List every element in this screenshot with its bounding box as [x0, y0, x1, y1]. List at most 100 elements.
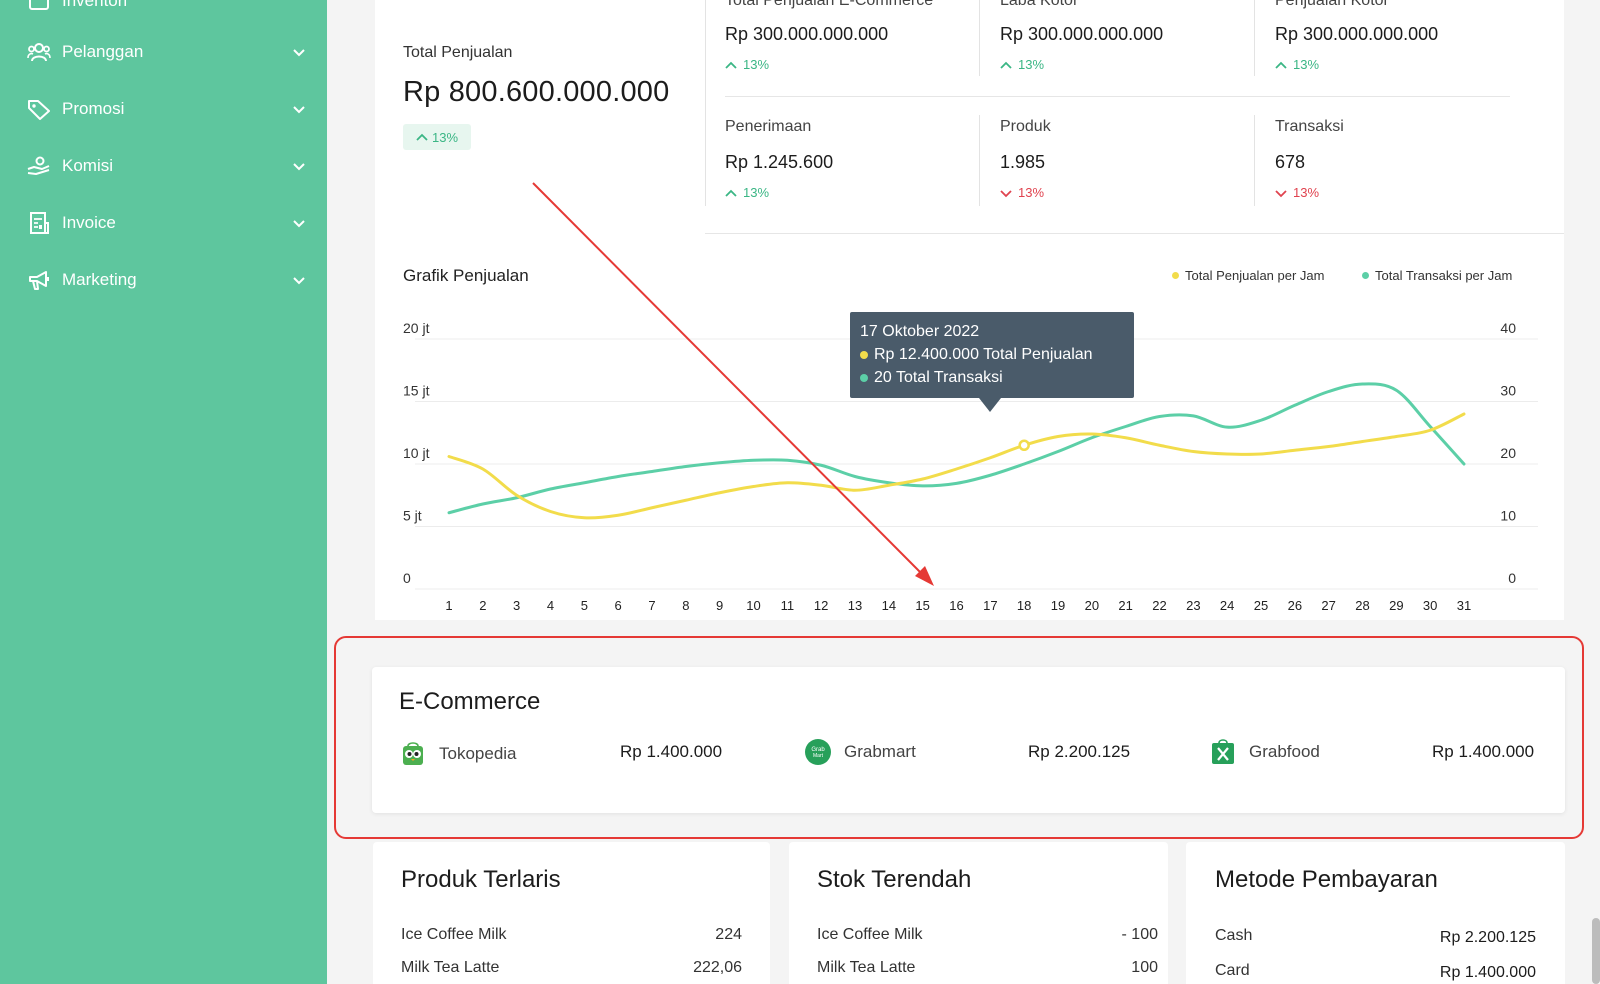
x-tick-label: 3 [513, 598, 520, 613]
produk-terlaris-title: Produk Terlaris [401, 866, 561, 893]
product-name: Milk Tea Latte [401, 959, 500, 976]
x-tick-label: 14 [882, 598, 896, 613]
product-value: 224 [715, 926, 742, 943]
stat-penerimaan: Penerimaan Rp 1.245.600 13% [725, 118, 985, 200]
x-tick-label: 1 [445, 598, 452, 613]
stock-value: 100 [1131, 959, 1158, 976]
scrollbar-thumb[interactable] [1592, 918, 1600, 984]
highlight-outline [334, 636, 1584, 839]
stat-delta: 13% [1275, 185, 1535, 200]
arrow-down-icon [1000, 189, 1012, 197]
product-name: Ice Coffee Milk [401, 926, 507, 943]
arrow-up-icon [1000, 61, 1012, 69]
chevron-down-icon [293, 277, 305, 285]
tag-icon [26, 97, 52, 121]
legend-item-penjualan[interactable]: Total Penjualan per Jam [1172, 268, 1324, 283]
stok-terendah-title: Stok Terendah [817, 866, 972, 893]
x-tick-label: 17 [983, 598, 997, 613]
legend-label: Total Penjualan per Jam [1185, 268, 1325, 283]
x-tick-label: 30 [1423, 598, 1437, 613]
x-tick-label: 16 [949, 598, 963, 613]
stat-label: Produk [1000, 118, 1051, 135]
x-tick-label: 8 [682, 598, 689, 613]
sidebar-item-label: Invoice [62, 213, 116, 232]
x-tick-label: 18 [1017, 598, 1031, 613]
delta-value: 13% [1018, 185, 1045, 200]
sidebar-item-pelanggan[interactable]: Pelanggan [26, 37, 306, 67]
stat-label: Penjualan Kotor [1275, 0, 1389, 9]
sidebar-item-invoice[interactable]: Invoice [26, 208, 306, 238]
ecommerce-name: Tokopedia [439, 744, 517, 763]
x-tick-label: 13 [848, 598, 862, 613]
ecommerce-value: Rp 1.400.000 [620, 742, 723, 761]
box-icon [26, 0, 52, 13]
series-line-transaksi [447, 382, 1466, 515]
chart-title: Grafik Penjualan [403, 266, 529, 285]
stat-value: 678 [1275, 152, 1306, 172]
product-value: 222,06 [693, 959, 742, 976]
series-line-penjualan [447, 412, 1466, 520]
tooltip-dot [860, 373, 868, 382]
arrow-up-icon [725, 61, 737, 69]
ecommerce-item-grabmart[interactable]: Grab Mart Grabmart [804, 738, 916, 766]
divider [979, 115, 980, 206]
stat-delta: 13% [1000, 57, 1260, 72]
stat-label: Laba Kotor [1000, 0, 1079, 9]
x-tick-label: 23 [1186, 598, 1200, 613]
document-icon [26, 211, 52, 235]
sidebar-item-promosi[interactable]: Promosi [26, 94, 306, 124]
y-tick-label-right: 10 [1500, 508, 1516, 524]
x-tick-label: 31 [1457, 598, 1471, 613]
stat-delta: 13% [1000, 185, 1260, 200]
x-tick-label: 21 [1118, 598, 1132, 613]
delta-value: 13% [1293, 57, 1320, 72]
x-tick-label: 15 [915, 598, 929, 613]
total-penjualan-delta-badge: 13% [403, 124, 471, 150]
stat-delta: 13% [1275, 57, 1535, 72]
stat-label: Total Penjualan E-Commerce [725, 0, 934, 9]
sidebar-item-inventori[interactable]: Inventori [26, 0, 306, 16]
arrow-down-icon [1275, 189, 1287, 197]
ecommerce-item-grabfood[interactable]: Grabfood [1209, 738, 1320, 766]
sidebar-item-komisi[interactable]: Komisi [26, 151, 306, 181]
legend-item-transaksi[interactable]: Total Transaksi per Jam [1362, 268, 1512, 283]
ecommerce-value: Rp 2.200.125 [1028, 742, 1131, 761]
sidebar-item-label: Komisi [62, 156, 114, 175]
svg-text:Grab: Grab [811, 747, 825, 753]
chevron-down-icon [293, 220, 305, 228]
stat-value: Rp 300.000.000.000 [725, 24, 889, 44]
grabfood-logo-icon [1212, 739, 1234, 764]
x-tick-label: 9 [716, 598, 723, 613]
arrow-up-icon [416, 133, 428, 141]
grabmart-logo-icon: Grab Mart [805, 739, 831, 765]
payment-method: Card [1215, 962, 1250, 979]
ecommerce-item-tokopedia[interactable]: Tokopedia [399, 740, 517, 768]
product-name: Ice Coffee Milk [817, 926, 923, 943]
x-tick-label: 27 [1321, 598, 1335, 613]
y-tick-label-left: 0 [403, 570, 411, 586]
hand-coin-icon [26, 154, 52, 178]
x-tick-label: 10 [746, 598, 760, 613]
x-tick-label: 6 [615, 598, 622, 613]
delta-value: 13% [743, 185, 770, 200]
x-tick-label: 20 [1085, 598, 1099, 613]
tooltip-line: Rp 12.400.000 Total Penjualan [874, 346, 1093, 363]
x-tick-label: 7 [648, 598, 655, 613]
ecommerce-name: Grabfood [1249, 742, 1320, 761]
divider [1254, 0, 1255, 76]
stat-label: Transaksi [1275, 118, 1344, 135]
sidebar-item-marketing[interactable]: Marketing [26, 265, 306, 295]
payment-value: Rp 1.400.000 [1439, 964, 1536, 981]
y-tick-label-left: 20 jt [403, 320, 430, 336]
x-tick-label: 5 [581, 598, 588, 613]
sidebar-item-label: Inventori [62, 0, 128, 10]
y-tick-label-left: 10 jt [403, 445, 430, 461]
metode-pembayaran-title: Metode Pembayaran [1215, 866, 1438, 893]
x-tick-label: 4 [547, 598, 554, 613]
x-tick-label: 24 [1220, 598, 1234, 613]
product-name: Milk Tea Latte [817, 959, 916, 976]
megaphone-icon [26, 268, 52, 292]
chart-tooltip: 17 Oktober 2022 Rp 12.400.000 Total Penj… [850, 312, 1134, 398]
